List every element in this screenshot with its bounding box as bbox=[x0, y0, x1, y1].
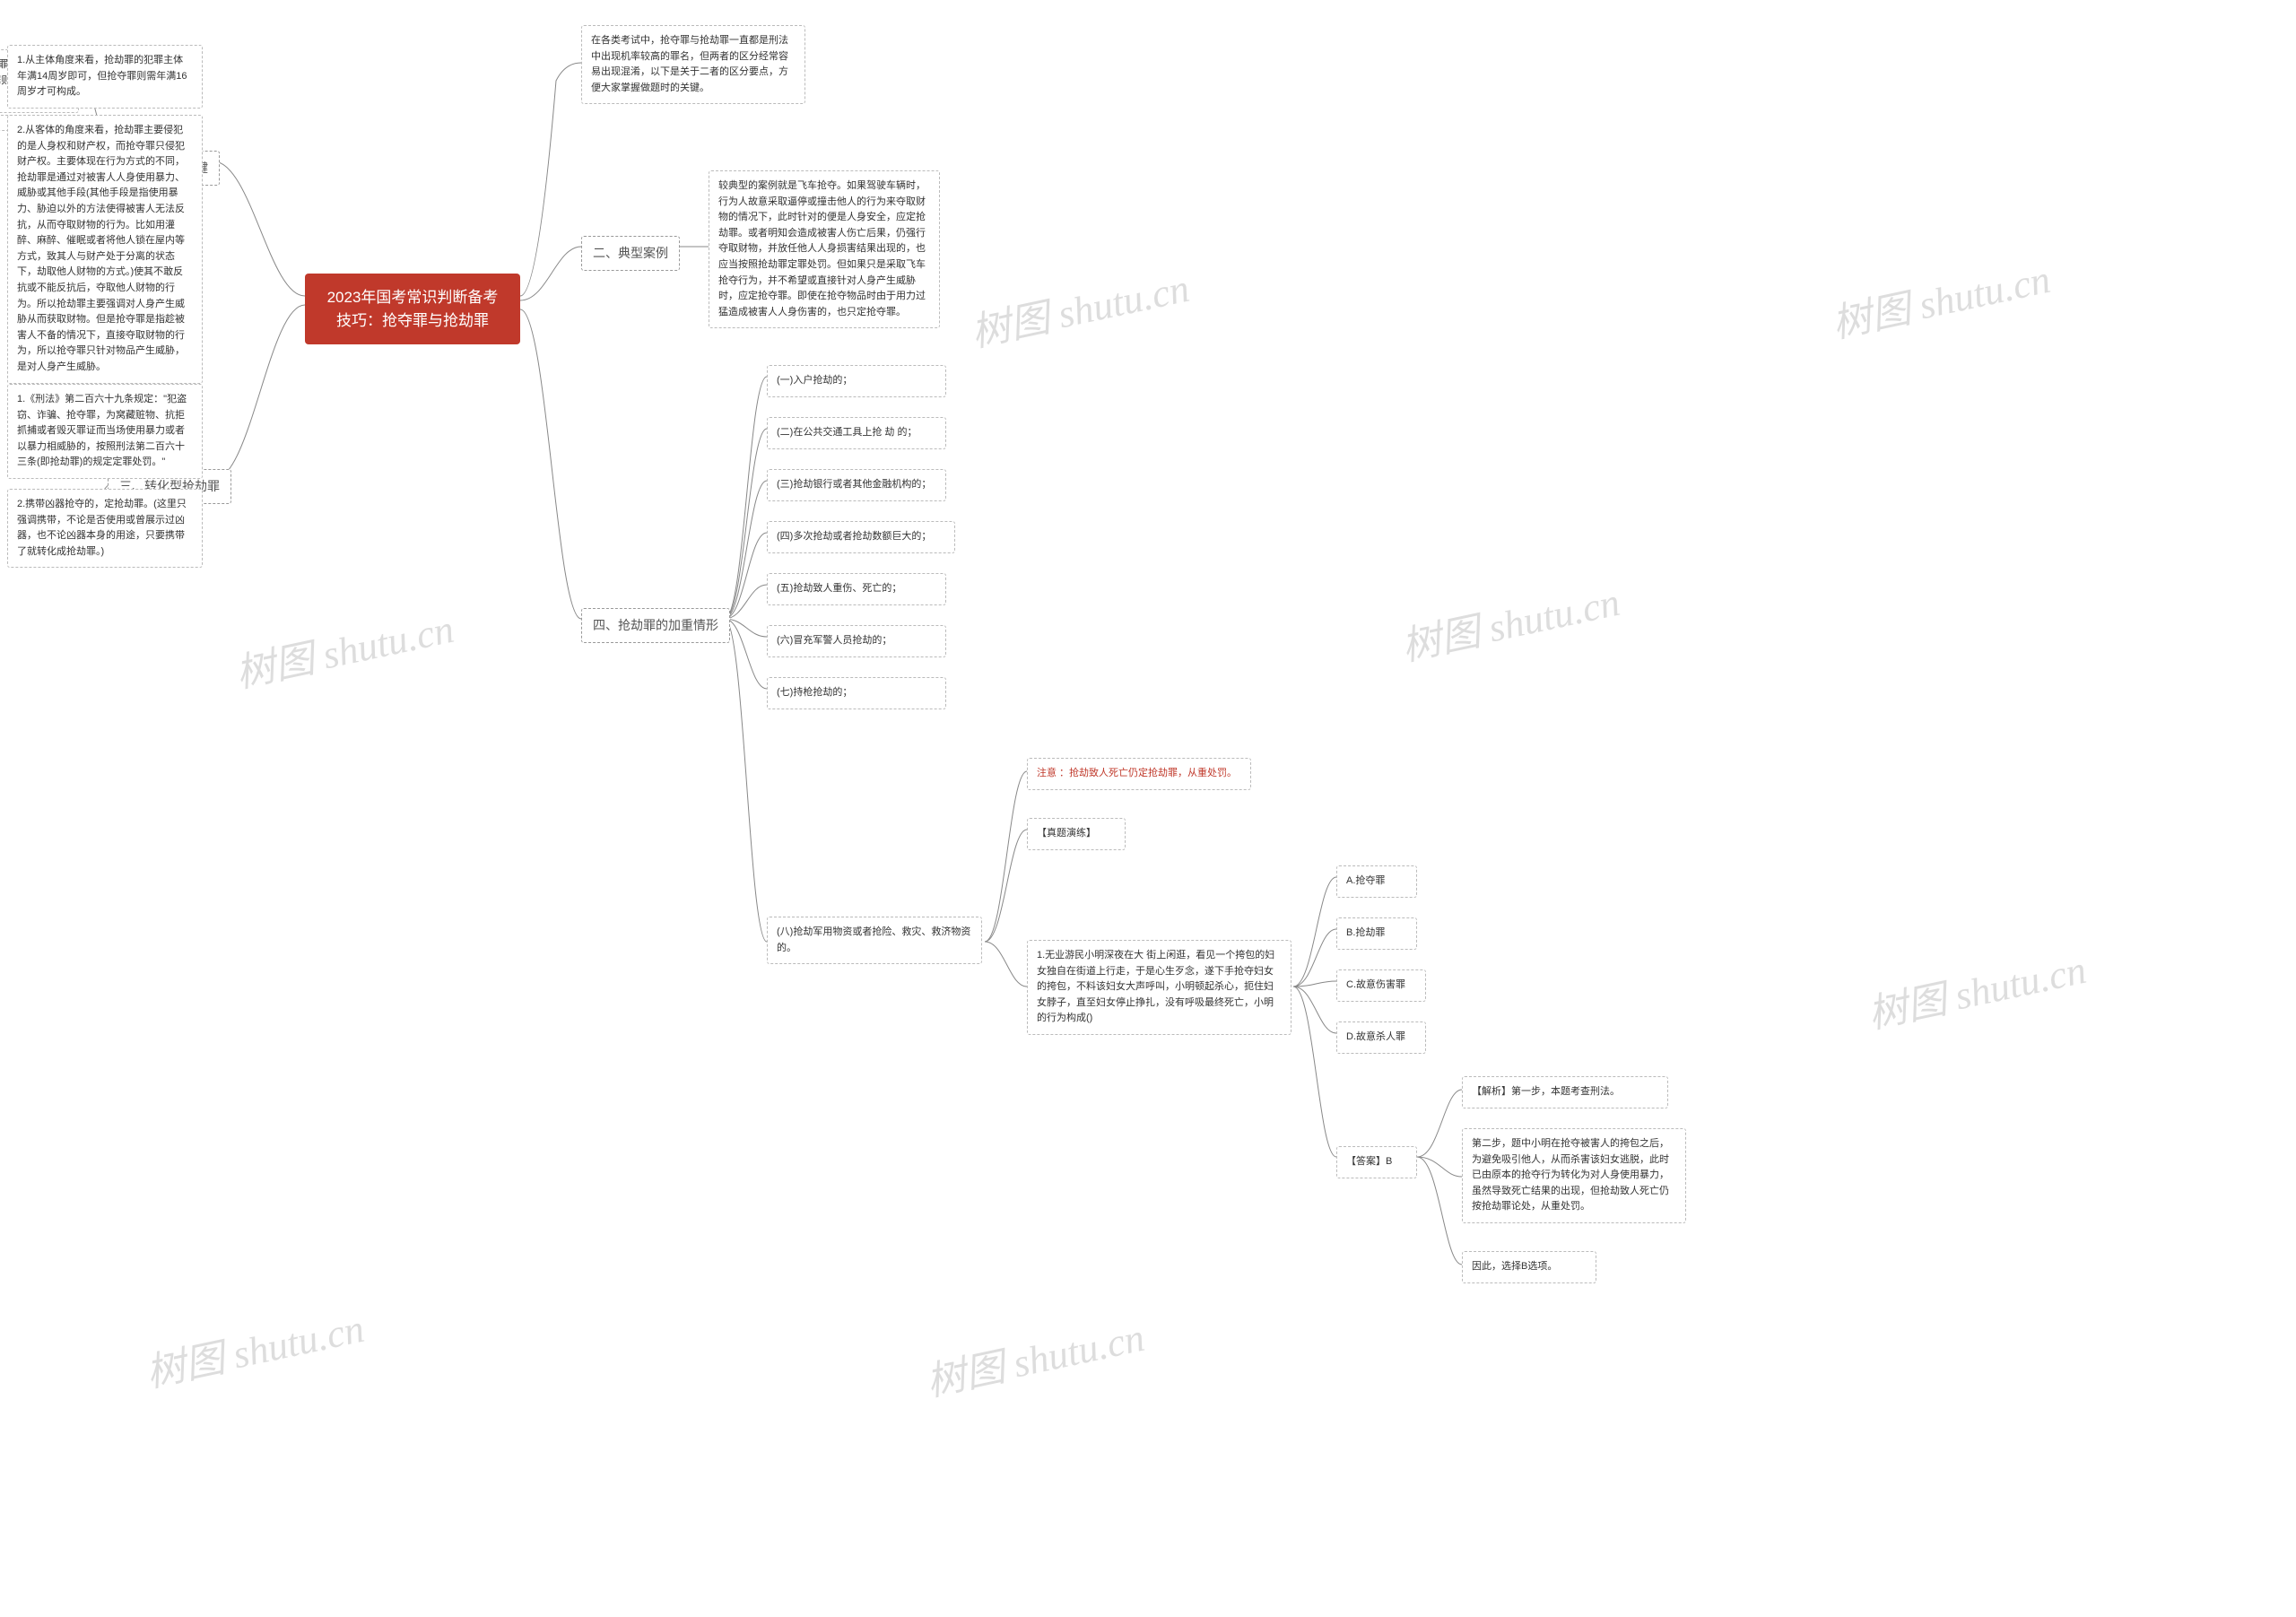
b4-leaf-3: (三)抢劫银行或者其他金融机构的； bbox=[767, 469, 946, 501]
answer: 【答案】B bbox=[1336, 1146, 1417, 1178]
b3-leaf-b: 2.携带凶器抢夺的，定抢劫罪。(这里只强调携带，不论是否使用或曾展示过凶器，也不… bbox=[7, 489, 203, 568]
branch-2: 二、典型案例 bbox=[581, 236, 680, 271]
option-c: C.故意伤害罪 bbox=[1336, 969, 1426, 1002]
b4-leaf-8: (八)抢劫军用物资或者抢险、救灾、救济物资的。 bbox=[767, 917, 982, 964]
option-a: A.抢夺罪 bbox=[1336, 865, 1417, 898]
analysis-1: 【解析】第一步，本题考查刑法。 bbox=[1462, 1076, 1668, 1108]
b4-leaf-6: (六)冒充军警人员抢劫的； bbox=[767, 625, 946, 657]
connector-lines bbox=[0, 0, 2296, 1617]
option-b: B.抢劫罪 bbox=[1336, 917, 1417, 950]
analysis-3: 因此，选择B选项。 bbox=[1462, 1251, 1596, 1283]
analysis-2: 第二步，题中小明在抢夺被害人的挎包之后，为避免吸引他人，从而杀害该妇女逃脱，此时… bbox=[1462, 1128, 1686, 1223]
watermark: 树图 shutu.cn bbox=[1862, 937, 2091, 1039]
watermark: 树图 shutu.cn bbox=[1826, 247, 2055, 349]
watermark: 树图 shutu.cn bbox=[230, 596, 458, 699]
b1-leaf-b: 2.从客体的角度来看，抢劫罪主要侵犯的是人身权和财产权，而抢夺罪只侵犯财产权。主… bbox=[7, 115, 203, 384]
watermark: 树图 shutu.cn bbox=[140, 1296, 369, 1398]
b4-note-2: 【真题演练】 bbox=[1027, 818, 1126, 850]
watermark: 树图 shutu.cn bbox=[965, 256, 1194, 358]
b3-leaf-a: 1.《刑法》第二百六十九条规定："犯盗窃、诈骗、抢夺罪，为窝藏赃物、抗拒抓捕或者… bbox=[7, 384, 203, 479]
branch-4: 四、抢劫罪的加重情形 bbox=[581, 608, 730, 643]
intro-text: 在各类考试中，抢夺罪与抢劫罪一直都是刑法中出现机率较高的罪名，但两者的区分经常容… bbox=[581, 25, 805, 104]
option-d: D.故意杀人罪 bbox=[1336, 1021, 1426, 1054]
b4-leaf-2: (二)在公共交通工具上抢 劫 的； bbox=[767, 417, 946, 449]
b1-leaf-a: 1.从主体角度来看，抢劫罪的犯罪主体年满14周岁即可，但抢夺罪则需年满16周岁才… bbox=[7, 45, 203, 109]
watermark: 树图 shutu.cn bbox=[1396, 569, 1624, 672]
b4-leaf-4: (四)多次抢劫或者抢劫数额巨大的； bbox=[767, 521, 955, 553]
b4-note-1: 注意 ：抢劫致人死亡仍定抢劫罪，从重处罚。 bbox=[1027, 758, 1251, 790]
b4-leaf-7: (七)持枪抢劫的； bbox=[767, 677, 946, 709]
b4-leaf-1: (一)入户抢劫的； bbox=[767, 365, 946, 397]
b2-leaf-a: 较典型的案例就是飞车抢夺。如果驾驶车辆时，行为人故意采取逼停或撞击他人的行为来夺… bbox=[709, 170, 940, 328]
question-stem: 1.无业游民小明深夜在大 街上闲逛，看见一个挎包的妇女独自在街道上行走，于是心生… bbox=[1027, 940, 1292, 1035]
center-node: 2023年国考常识判断备考技巧：抢夺罪与抢劫罪 bbox=[305, 274, 520, 344]
b4-leaf-5: (五)抢劫致人重伤、死亡的； bbox=[767, 573, 946, 605]
watermark: 树图 shutu.cn bbox=[920, 1305, 1149, 1407]
